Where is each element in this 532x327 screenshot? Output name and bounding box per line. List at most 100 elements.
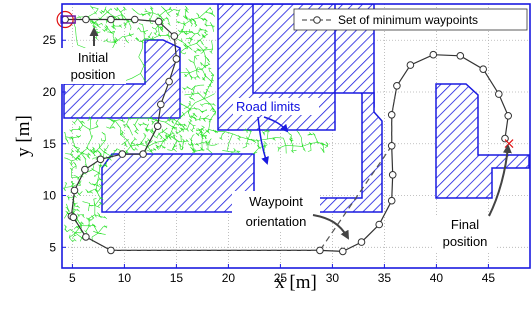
tree-node: [192, 116, 196, 120]
tree-edge: [97, 178, 100, 182]
tree-node: [172, 126, 176, 130]
tree-edge: [290, 140, 294, 146]
waypoint-marker: [456, 52, 465, 60]
tree-edge: [212, 25, 214, 32]
tree-edge: [189, 122, 194, 126]
annotation-road-limits: Road limits: [233, 98, 319, 165]
tree-node: [135, 131, 139, 135]
tree-edge: [207, 85, 211, 88]
tree-edge: [160, 137, 163, 140]
tree-edge: [98, 186, 102, 192]
waypoint-marker: [96, 155, 105, 164]
tree-edge: [178, 130, 181, 133]
tree-edge: [210, 111, 216, 120]
tree-node: [133, 137, 137, 141]
tree-edge: [201, 66, 205, 70]
tree-node: [210, 78, 215, 82]
tree-edge: [85, 225, 90, 232]
tree-edge: [162, 146, 164, 149]
tree-edge: [156, 146, 158, 148]
tree-edge: [147, 37, 150, 39]
tree-edge: [238, 136, 240, 140]
tree-edge: [137, 27, 139, 30]
tree-edge: [99, 17, 102, 20]
tree-edge: [257, 138, 268, 141]
tree-edge: [205, 11, 208, 13]
tree-edge: [74, 146, 77, 148]
tree-edge: [172, 145, 176, 150]
tree-edge: [68, 158, 73, 162]
tree-edge: [220, 134, 223, 139]
tree-edge: [210, 74, 214, 77]
tree-edge: [91, 148, 95, 152]
tree-node: [289, 136, 293, 140]
tree-edge: [73, 209, 76, 214]
tree-node: [113, 7, 118, 11]
tree-edge: [64, 213, 68, 219]
tree-edge: [131, 138, 136, 144]
tree-edge: [167, 18, 170, 23]
tree-node: [84, 164, 88, 168]
tree-node: [138, 123, 142, 127]
tree-edge: [77, 177, 79, 180]
tree-node: [263, 140, 267, 145]
tree-edge: [195, 108, 200, 110]
tree-node: [325, 141, 329, 145]
tree-edge: [69, 237, 73, 242]
tree-edge: [212, 13, 216, 17]
tree-edge: [151, 36, 154, 40]
tree-node: [179, 102, 183, 106]
tree-edge: [185, 67, 190, 73]
tree-edge: [253, 147, 260, 155]
tree-edge: [158, 131, 164, 135]
tree-edge: [106, 38, 109, 40]
tree-edge: [138, 23, 143, 25]
tree-edge: [89, 129, 93, 138]
tree-edge: [88, 214, 95, 219]
orientation-label-line1: Waypoint: [249, 194, 303, 209]
tree-edge: [211, 79, 213, 82]
tree-edge: [93, 172, 100, 177]
waypoint-marker: [387, 142, 396, 150]
tree-edge: [226, 150, 235, 153]
tree-edge: [162, 131, 164, 134]
tree-edge: [181, 24, 185, 32]
tree-edge: [93, 198, 97, 200]
waypoint-marker: [82, 15, 90, 24]
tree-edge: [94, 198, 101, 206]
tree-edge: [209, 103, 216, 112]
tree-edge: [89, 127, 91, 130]
tree-edge: [186, 129, 189, 131]
tree-node: [202, 34, 206, 38]
tree-node: [78, 128, 82, 132]
tree-node: [78, 221, 82, 225]
legend-label: Set of minimum waypoints: [338, 13, 478, 27]
tree-edge: [191, 127, 194, 131]
tree-node: [190, 141, 194, 146]
waypoint-marker: [479, 65, 488, 73]
tree-node: [187, 41, 191, 45]
tree-edge: [157, 25, 160, 36]
waypoint-marker: [153, 122, 162, 130]
x-tick-label: 40: [430, 271, 444, 285]
tree-edge: [70, 160, 73, 164]
tree-edge: [95, 184, 98, 186]
tree-edge: [204, 117, 211, 120]
tree-edge: [203, 50, 206, 58]
tree-edge: [253, 151, 258, 155]
tree-node: [189, 47, 193, 51]
tree-edge: [80, 222, 83, 226]
tree-node: [91, 215, 95, 219]
tree-edge: [99, 140, 106, 148]
tree-edge: [128, 20, 132, 22]
tree-edge: [110, 8, 113, 11]
tree-edge: [73, 120, 77, 124]
tree-edge: [203, 48, 213, 51]
tree-edge: [148, 18, 151, 20]
tree-edge: [184, 93, 193, 96]
tree-edge: [198, 29, 202, 31]
tree-node: [75, 225, 79, 229]
tree-node: [165, 136, 169, 140]
tree-edge: [180, 103, 188, 108]
tree-node: [69, 129, 73, 133]
